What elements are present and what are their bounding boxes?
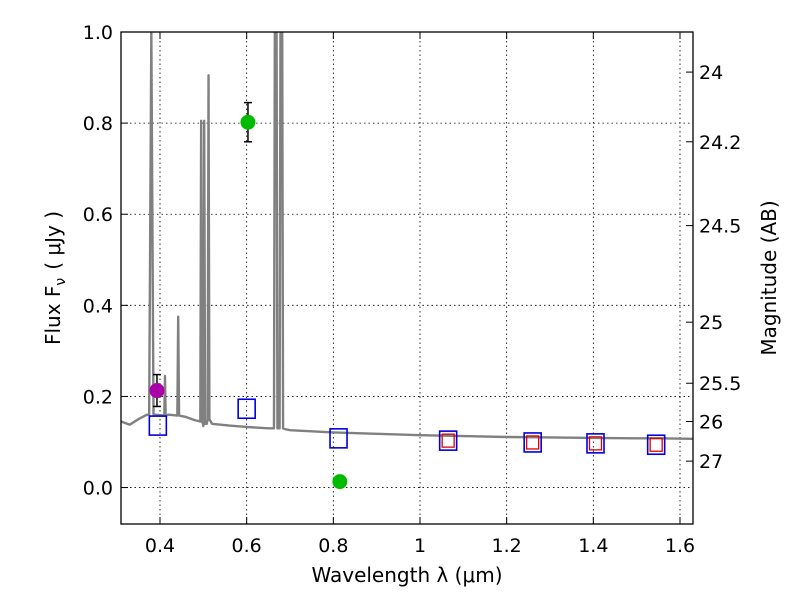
right-tick-label: 24.2 [699, 132, 741, 154]
right-tick-label: 25.5 [699, 373, 741, 395]
y-tick-label: 0.0 [83, 478, 113, 500]
plot-content [121, 32, 693, 490]
data-point-red-square [526, 435, 540, 450]
data-point-green [240, 114, 256, 130]
y-tick-label: 0.4 [83, 295, 113, 317]
x-tick-label: 0.6 [232, 535, 262, 557]
data-point-red-square [441, 433, 455, 448]
x-tick-label: 1.4 [578, 535, 608, 557]
x-tick-label: 1 [414, 535, 426, 557]
plot-area [121, 32, 693, 524]
right-tick-label: 24.5 [699, 216, 741, 238]
spectrum-line [121, 32, 693, 441]
data-point-blue-square [329, 428, 348, 449]
y-axis-label-sub: ν [53, 278, 69, 286]
y-tick-label: 0.2 [83, 386, 113, 408]
x-tick-label: 0.4 [145, 535, 175, 557]
plot-frame [120, 31, 694, 525]
y-tick-label: 0.8 [83, 113, 113, 135]
data-point-magenta [149, 383, 165, 399]
y-tick-label: 0.6 [83, 204, 113, 226]
y-axis-label: Flux Fν ( μJy ) [41, 211, 69, 345]
y-axis-label-unit: ( μJy ) [41, 211, 65, 270]
x-tick-label: 1.6 [665, 535, 695, 557]
y-axis-label-main: Flux F [41, 286, 65, 345]
y-axis-label-right: Magnitude (AB) [757, 200, 781, 355]
data-point-green [332, 474, 348, 490]
data-point-blue-square [523, 432, 542, 453]
data-point-blue-square [148, 415, 168, 436]
right-tick-label: 25 [699, 312, 723, 334]
data-point-red-square [588, 436, 603, 451]
data-point-blue-square [646, 434, 666, 456]
ticks: 0.4 0.6 0.8 1 1.2 1.4 1.6 0.0 0.2 0.4 0.6 0.8 1.0 24 2… [83, 22, 742, 557]
data-point-blue-square [586, 433, 605, 454]
right-tick-label: 26 [699, 412, 723, 434]
x-tick-label: 0.8 [318, 535, 348, 557]
y-tick-label: 1.0 [83, 22, 113, 44]
data-point-blue-square [237, 398, 256, 420]
x-axis-label: Wavelength λ (μm) [311, 563, 502, 587]
data-point-red-square [649, 437, 663, 452]
data-point-blue-square [438, 430, 458, 451]
right-tick-label: 24 [699, 62, 723, 84]
right-tick-label: 27 [699, 451, 723, 473]
x-tick-label: 1.2 [492, 535, 522, 557]
